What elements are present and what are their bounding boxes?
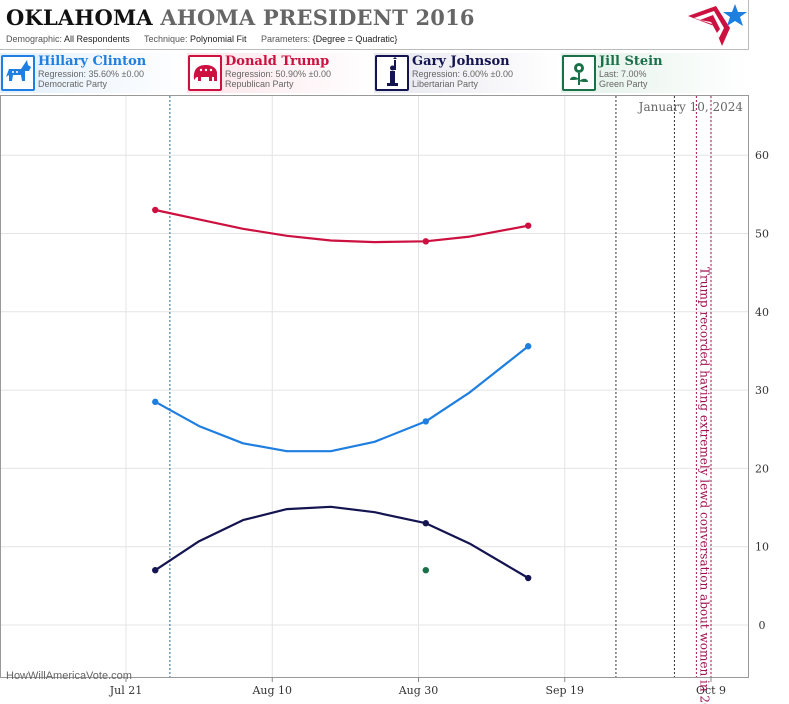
y-tick-label: 20	[755, 462, 769, 475]
candidate-card-clinton: Hillary Clinton Regression: 35.60% ±0.00…	[0, 53, 187, 93]
meta-technique: Technique: Polynomial Fit	[144, 34, 247, 44]
x-tick-label: Aug 30	[398, 684, 439, 697]
title-state: OKLAHOMA	[6, 5, 153, 30]
data-point	[524, 574, 532, 582]
data-point	[152, 398, 159, 406]
data-point	[524, 222, 532, 229]
x-tick-label: Aug 10	[251, 684, 292, 697]
candidate-party: Democratic Party	[38, 79, 108, 89]
elephant-icon	[188, 55, 222, 91]
watermark: HowWillAmericaVote.com	[6, 670, 132, 682]
plot-frame	[0, 95, 749, 678]
candidate-stat: Regression: 35.60% ±0.00	[38, 69, 145, 79]
chart-date-label: January 10, 2024	[637, 100, 744, 114]
candidate-party: Libertarian Party	[412, 79, 479, 89]
series-line	[154, 345, 529, 453]
data-point	[422, 418, 430, 425]
candidate-party: Republican Party	[225, 79, 294, 89]
y-tick-label: 0	[759, 619, 766, 632]
candidate-party: Green Party	[599, 79, 648, 89]
data-point	[152, 206, 159, 214]
x-tick-label: Jul 21	[109, 684, 143, 697]
candidate-name: Jill Stein	[599, 54, 663, 69]
x-tick-label: Oct 9	[696, 684, 726, 697]
data-point	[422, 238, 430, 245]
candidate-card-trump: Donald Trump Regression: 50.90% ±0.00 Re…	[187, 53, 374, 93]
meta-demographic: Demographic: All Respondents	[6, 34, 130, 44]
data-point	[422, 520, 430, 527]
y-tick-label: 10	[755, 541, 769, 554]
meta-demographic-value: All Respondents	[64, 34, 130, 44]
liberty-statue-icon	[375, 55, 409, 91]
y-tick-label: 40	[755, 306, 769, 319]
site-logo-icon	[688, 4, 747, 46]
series-line	[155, 208, 529, 244]
y-tick-label: 50	[755, 228, 769, 241]
meta-parameters: Parameters: {Degree = Quadratic}	[261, 34, 397, 44]
meta-technique-label: Technique:	[143, 34, 188, 44]
data-point	[422, 566, 430, 574]
series-line	[154, 505, 529, 579]
donkey-icon	[1, 55, 35, 91]
y-tick-label: 30	[755, 384, 769, 397]
page-title: OKLAHOMA AHOMA PRESIDENT 2016	[6, 5, 475, 30]
x-tick-label: Sep 19	[545, 684, 584, 697]
candidate-card-johnson: Gary Johnson Regression: 6.00% ±0.00 Lib…	[374, 53, 561, 93]
data-point	[524, 343, 532, 350]
title-rest: AHOMA PRESIDENT 2016	[160, 5, 475, 30]
meta-parameters-label: Parameters:	[261, 34, 311, 44]
meta-demographic-label: Demographic:	[6, 34, 63, 44]
sunflower-icon	[562, 55, 596, 91]
meta-technique-value: Polynomial Fit	[190, 34, 247, 44]
candidate-stat: Last: 7.00%	[599, 69, 647, 79]
meta-parameters-value: {Degree = Quadratic}	[312, 34, 398, 44]
poll-chart: 0 10 20 30 40 50 60 Jul 21 Aug 10 Aug 30 Sep 19 Oct…	[0, 95, 769, 704]
candidate-stat: Regression: 50.90% ±0.00	[225, 69, 332, 79]
candidate-name: Hillary Clinton	[38, 54, 147, 69]
event-annotation: Trump recorded having extremely lewd con…	[697, 267, 711, 704]
candidate-card-stein: Jill Stein Last: 7.00% Green Party	[561, 53, 748, 93]
candidate-stat: Regression: 6.00% ±0.00	[412, 69, 513, 79]
chart-meta: Demographic: All Respondents Technique: …	[6, 34, 409, 44]
data-point	[152, 566, 159, 574]
candidate-legend: Hillary Clinton Regression: 35.60% ±0.00…	[0, 53, 749, 93]
candidate-name: Donald Trump	[225, 54, 330, 69]
y-tick-label: 60	[755, 149, 769, 162]
candidate-name: Gary Johnson	[412, 54, 510, 69]
chart-header: OKLAHOMA AHOMA PRESIDENT 2016 Demographi…	[0, 0, 749, 50]
